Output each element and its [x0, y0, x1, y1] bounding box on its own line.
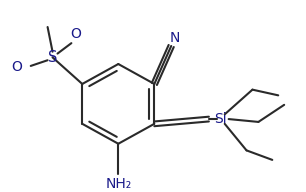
- Text: O: O: [70, 27, 81, 41]
- Text: Si: Si: [215, 112, 227, 126]
- Text: O: O: [11, 60, 22, 74]
- Text: NH₂: NH₂: [105, 177, 132, 191]
- Text: N: N: [170, 31, 180, 45]
- Text: S: S: [48, 50, 57, 65]
